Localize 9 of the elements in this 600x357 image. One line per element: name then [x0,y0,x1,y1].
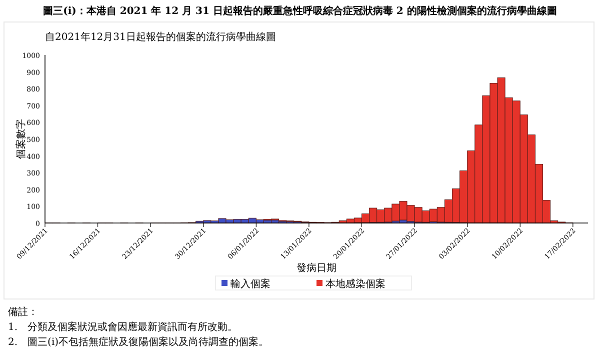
x-axis-title: 發病日期 [296,262,336,274]
chart-title: 圖三(i)：本港自 2021 年 12 月 31 日起報告的嚴重急性呼吸綜合症冠狀病毒 2 的陽性檢測個案的流行病學曲線圖 [43,5,557,17]
chart-subtitle: 自2021年12月31日起報告的個案的流行病學曲線圖 [45,31,276,43]
y-axis-title: 個案數字 [15,119,27,159]
legend-label: 輸入個案 [230,278,270,290]
text: 1. 分類及個案狀況或會因應最新資訊而有所改動。 [8,321,238,333]
text: 備註： [8,306,38,318]
legend-label: 本地感染個案 [326,278,386,290]
text: 2. 圖三(i)不包括無症狀及復陽個案以及尚待調查的個案。 [8,336,269,348]
